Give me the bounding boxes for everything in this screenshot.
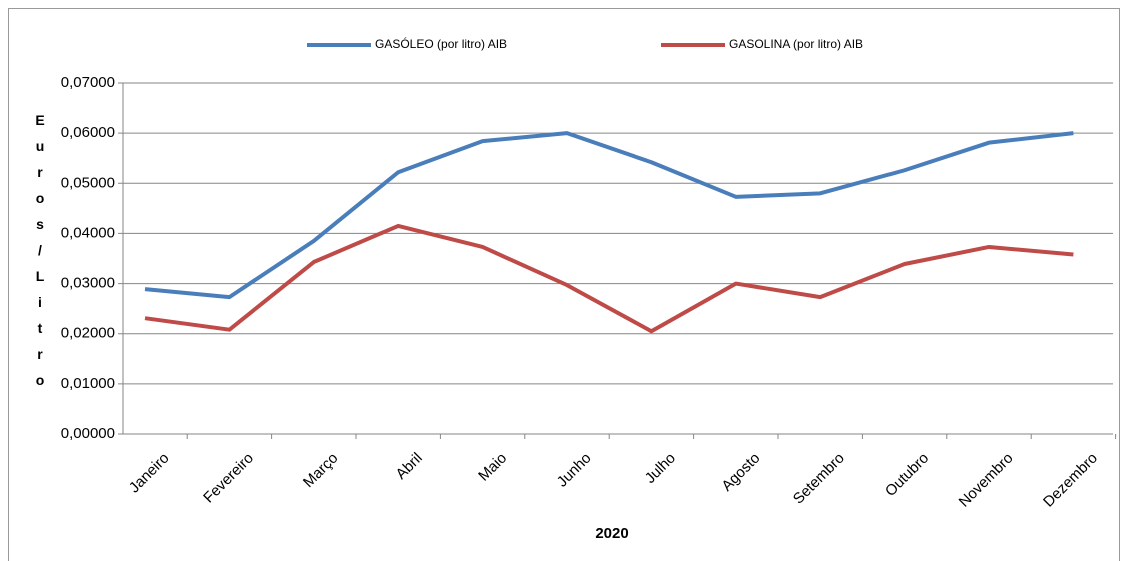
y-tick-label: 0,01000 (61, 375, 115, 392)
x-tick-label: Julho (642, 450, 679, 487)
legend-label: GASÓLEO (por litro) AIB (375, 36, 507, 51)
y-tick-label: 0,05000 (61, 174, 115, 191)
series-line (144, 223, 1074, 334)
x-tick-label: Junho (554, 450, 595, 491)
x-tick-label: Janeiro (126, 450, 173, 497)
x-tick-label: Fevereiro (200, 450, 257, 507)
y-axis-title: Euros/Litro (32, 112, 48, 398)
x-tick-label: Agosto (718, 450, 763, 495)
x-tick-label: Março (300, 450, 341, 491)
y-tick-label: 0,00000 (61, 425, 115, 442)
y-tick-label: 0,07000 (61, 74, 115, 91)
x-tick-label: Outubro (882, 450, 932, 500)
x-tick-label: Abril (393, 450, 426, 483)
x-tick-label: Dezembro (1040, 450, 1101, 511)
x-tick-label: Setembro (790, 450, 848, 508)
y-tick-label: 0,02000 (61, 325, 115, 342)
y-tick-label: 0,04000 (61, 224, 115, 241)
series-line (144, 131, 1074, 300)
x-tick-label: Novembro (956, 450, 1017, 511)
x-axis-title: 2020 (595, 525, 628, 542)
y-tick-label: 0,06000 (61, 124, 115, 141)
chart-border (8, 8, 1120, 561)
y-tick-label: 0,03000 (61, 275, 115, 292)
legend-label: GASOLINA (por litro) AIB (729, 37, 863, 51)
x-tick-label: Maio (475, 450, 510, 485)
